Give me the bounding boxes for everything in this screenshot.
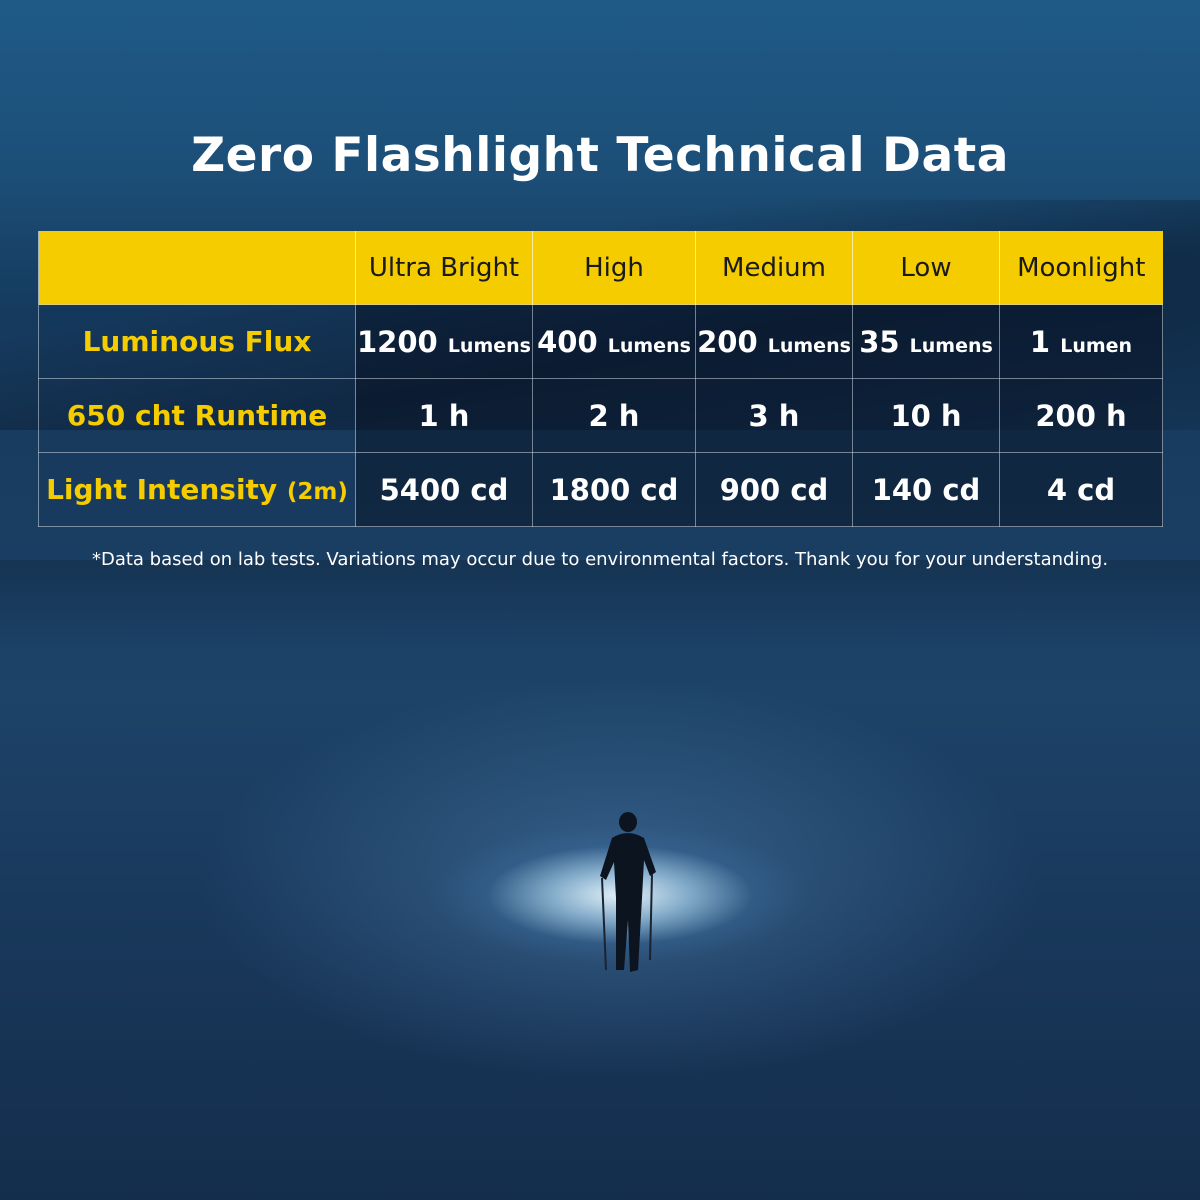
cell-value: 400 bbox=[537, 324, 598, 359]
row-label-text: Light Intensity bbox=[46, 473, 278, 506]
cell-value: 1200 bbox=[357, 324, 438, 359]
column-header: High bbox=[532, 231, 696, 305]
cell-unit: Lumens bbox=[607, 334, 691, 357]
row-label-text: Luminous Flux bbox=[82, 325, 312, 358]
header-corner bbox=[38, 231, 356, 305]
table-cell: 900 cd bbox=[695, 452, 853, 527]
table-cell: 1800 cd bbox=[532, 452, 696, 527]
row-label: 650 cht Runtime bbox=[38, 378, 356, 453]
cell-unit: Lumens bbox=[909, 334, 993, 357]
table-cell: 140 cd bbox=[852, 452, 1000, 527]
cell-value: 2 h bbox=[588, 398, 640, 433]
table-cell: 5400 cd bbox=[355, 452, 533, 527]
table-cell: 35 Lumens bbox=[852, 304, 1000, 379]
cell-value: 900 cd bbox=[719, 472, 829, 507]
table-cell: 3 h bbox=[695, 378, 853, 453]
table-cell: 400 Lumens bbox=[532, 304, 696, 379]
cell-value: 1800 cd bbox=[549, 472, 679, 507]
row-label: Luminous Flux bbox=[38, 304, 356, 379]
row-label: Light Intensity (2m) bbox=[38, 452, 356, 527]
table-cell: 200 Lumens bbox=[695, 304, 853, 379]
cell-value: 3 h bbox=[748, 398, 800, 433]
hiker-silhouette bbox=[600, 812, 656, 972]
table-row: Light Intensity (2m) 5400 cd 1800 cd 900 cd… bbox=[38, 452, 1163, 527]
cell-value: 1 bbox=[1029, 324, 1051, 359]
cell-value: 1 h bbox=[418, 398, 470, 433]
table-cell: 4 cd bbox=[999, 452, 1163, 527]
cell-value: 140 cd bbox=[871, 472, 981, 507]
table-row: 650 cht Runtime 1 h 2 h 3 h 10 h 200 h bbox=[38, 378, 1163, 453]
cell-value: 4 cd bbox=[1046, 472, 1116, 507]
column-header: Medium bbox=[695, 231, 853, 305]
table-cell: 10 h bbox=[852, 378, 1000, 453]
table-row: Luminous Flux 1200 Lumens 400 Lumens 200 Lu… bbox=[38, 304, 1163, 379]
snow-field bbox=[0, 560, 1200, 650]
cell-value: 200 h bbox=[1035, 398, 1127, 433]
spec-table: Ultra Bright High Medium Low Moonlight Lumin… bbox=[38, 231, 1163, 527]
cell-unit: Lumens bbox=[767, 334, 851, 357]
table-header-row: Ultra Bright High Medium Low Moonlight bbox=[38, 231, 1163, 305]
table-cell: 200 h bbox=[999, 378, 1163, 453]
column-header: Ultra Bright bbox=[355, 231, 533, 305]
row-label-text: 650 cht Runtime bbox=[66, 399, 328, 432]
cell-unit: Lumens bbox=[447, 334, 531, 357]
table-cell: 1 Lumen bbox=[999, 304, 1163, 379]
table-cell: 2 h bbox=[532, 378, 696, 453]
page-title: Zero Flashlight Technical Data bbox=[191, 128, 1009, 183]
cell-value: 35 bbox=[859, 324, 900, 359]
cell-value: 5400 cd bbox=[379, 472, 509, 507]
cell-value: 200 bbox=[697, 324, 758, 359]
column-header: Moonlight bbox=[999, 231, 1163, 305]
table-cell: 1200 Lumens bbox=[355, 304, 533, 379]
row-label-suffix: (2m) bbox=[286, 479, 348, 505]
table-cell: 1 h bbox=[355, 378, 533, 453]
cell-unit: Lumen bbox=[1060, 334, 1133, 357]
cell-value: 10 h bbox=[890, 398, 962, 433]
column-header: Low bbox=[852, 231, 1000, 305]
disclaimer-note: *Data based on lab tests. Variations may… bbox=[91, 549, 1109, 570]
